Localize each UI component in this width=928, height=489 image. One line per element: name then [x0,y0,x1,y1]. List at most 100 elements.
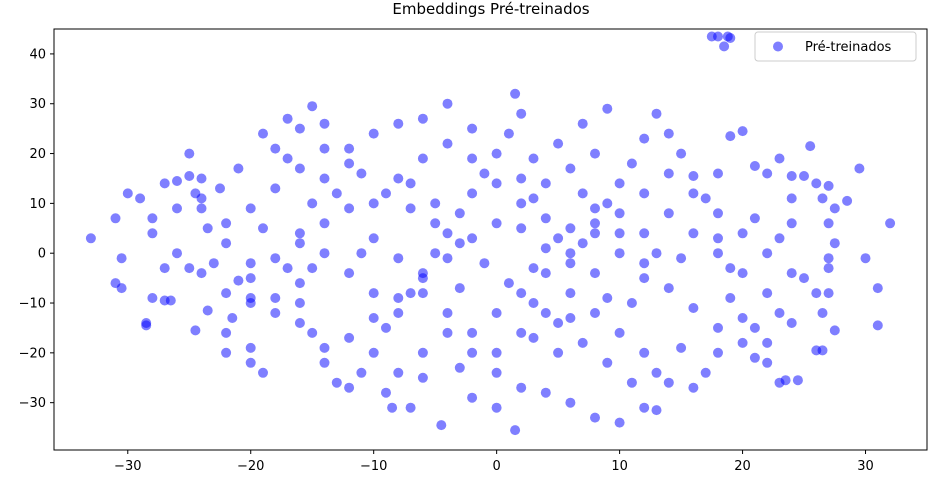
scatter-point [282,153,293,164]
scatter-point [503,278,514,289]
scatter-point [639,347,650,358]
legend-marker [773,41,783,52]
scatter-point [454,208,465,219]
scatter-point [294,238,305,249]
scatter-point [713,248,723,259]
scatter-point [307,327,318,338]
scatter-point [135,193,146,204]
scatter-point [553,233,564,244]
scatter-point [165,295,176,306]
scatter-point [565,313,576,323]
scatter-point [147,228,158,239]
scatter-point [540,387,551,398]
scatter-point [430,198,441,209]
scatter-points [85,31,896,436]
scatter-point [417,273,428,284]
scatter-point [442,228,453,239]
scatter-point [860,253,871,264]
scatter-point [872,283,883,294]
scatter-point [774,308,785,318]
scatter-point [417,113,428,124]
scatter-point [184,171,195,181]
scatter-point [614,228,625,239]
scatter-point [614,327,625,338]
scatter-point [442,98,453,109]
scatter-point [590,308,600,318]
scatter-point [467,188,478,199]
scatter-point [762,248,773,259]
scatter-point [540,268,551,279]
scatter-point [184,263,195,274]
scatter-point [331,377,342,388]
scatter-point [786,193,797,204]
scatter-point [319,173,330,184]
scatter-point [590,148,600,159]
scatter-point [749,213,760,224]
scatter-point [737,337,748,348]
x-tick-label: 10 [611,459,628,474]
scatter-point [344,158,355,169]
scatter-point [553,347,564,358]
scatter-point [602,293,613,303]
scatter-point [503,128,514,139]
scatter-point [307,101,318,112]
scatter-point [614,178,625,189]
scatter-point [381,188,391,199]
scatter-point [159,178,170,189]
scatter-point [639,228,650,239]
scatter-point [565,288,576,299]
scatter-point [614,208,625,219]
scatter-point [227,313,238,323]
scatter-point [184,148,195,159]
scatter-point [817,193,828,204]
scatter-point [122,188,133,199]
scatter-point [602,357,613,368]
scatter-point [258,223,268,234]
scatter-point [491,347,502,358]
scatter-point [688,171,699,181]
scatter-point [639,258,650,269]
scatter-point [528,153,539,164]
scatter-point [454,362,465,373]
scatter-point [319,143,330,154]
scatter-point [245,293,256,303]
scatter-point [626,158,637,169]
scatter-point [270,308,281,318]
scatter-point [491,218,502,229]
scatter-point [663,168,674,179]
scatter-point [294,298,305,308]
scatter-point [799,171,809,181]
scatter-point [713,322,723,333]
scatter-point [823,288,834,299]
scatter-point [344,143,355,154]
scatter-point [700,193,711,204]
scatter-point [368,288,379,299]
scatter-point [405,288,416,299]
scatter-point [516,173,527,184]
scatter-point [676,342,687,353]
scatter-point [651,367,662,378]
scatter-point [467,392,478,403]
scatter-point [602,198,613,209]
scatter-point [405,178,416,189]
y-tick-label: −30 [19,396,46,411]
scatter-point [749,161,760,171]
scatter-point [565,248,576,259]
scatter-point [553,138,564,149]
scatter-point [762,288,773,299]
scatter-point [307,263,318,274]
scatter-point [270,293,281,303]
scatter-point [516,382,527,393]
scatter-point [688,188,699,199]
scatter-point [811,345,822,356]
scatter-point [270,143,281,154]
scatter-point [528,298,539,308]
scatter-point [639,133,650,144]
scatter-point [737,313,748,323]
scatter-point [442,138,453,149]
scatter-point [774,233,785,244]
scatter-point [688,228,699,239]
scatter-point [829,203,840,214]
scatter-point [467,327,478,338]
scatter-point [196,173,207,184]
